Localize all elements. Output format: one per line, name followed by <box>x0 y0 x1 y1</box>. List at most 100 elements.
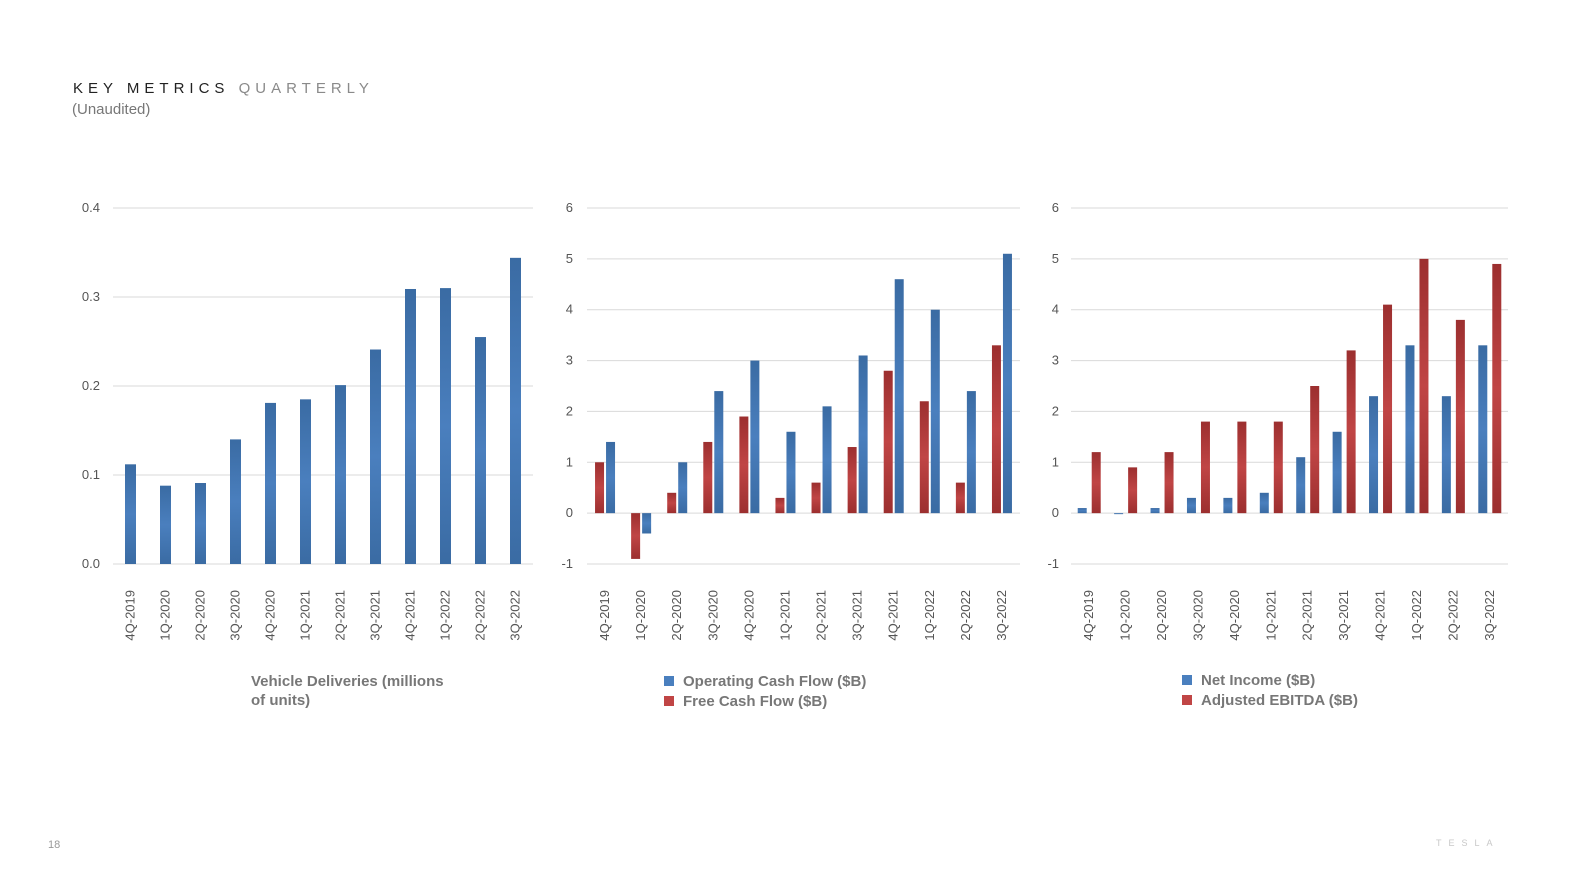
bar <box>595 462 605 514</box>
bar <box>265 402 276 564</box>
bar <box>1223 497 1233 514</box>
page-number: 18 <box>48 839 61 851</box>
bar <box>1419 258 1429 514</box>
bar <box>1405 345 1415 514</box>
bar <box>930 309 940 514</box>
x-tick-label: 2Q-2022 <box>473 590 488 641</box>
x-tick-label: 4Q-2019 <box>597 590 612 641</box>
x-tick-label: 4Q-2021 <box>403 590 418 641</box>
bar <box>667 492 677 514</box>
bar <box>1091 452 1101 514</box>
x-tick-label: 1Q-2020 <box>1118 590 1133 641</box>
bar <box>1114 513 1124 515</box>
x-tick-label: 4Q-2019 <box>123 590 138 641</box>
y-tick-label: 0.1 <box>82 467 100 482</box>
x-tick-label: 4Q-2021 <box>886 590 901 641</box>
legend-marker <box>1182 675 1192 685</box>
x-tick-label: 1Q-2021 <box>298 590 313 641</box>
x-tick-label: 1Q-2021 <box>777 590 792 641</box>
bar <box>1369 396 1379 514</box>
bar <box>775 497 785 514</box>
bar <box>1259 492 1269 514</box>
y-tick-label: 2 <box>1052 403 1059 418</box>
legend-label: Operating Cash Flow ($B) <box>683 673 866 690</box>
y-tick-label: 2 <box>566 403 573 418</box>
bar <box>1455 319 1465 514</box>
y-tick-label: -1 <box>1047 556 1059 571</box>
bar <box>991 345 1001 514</box>
x-tick-label: 2Q-2020 <box>193 590 208 641</box>
y-tick-label: 0.0 <box>82 556 100 571</box>
legend-label: Vehicle Deliveries (millions <box>251 673 444 690</box>
y-tick-label: 0 <box>566 505 573 520</box>
x-tick-label: 4Q-2020 <box>741 590 756 641</box>
x-tick-label: 2Q-2021 <box>814 590 829 641</box>
bar <box>1128 467 1138 514</box>
x-tick-label: 3Q-2020 <box>228 590 243 641</box>
bar <box>1237 421 1247 514</box>
legend-label: Net Income ($B) <box>1201 672 1315 689</box>
y-tick-label: 4 <box>566 302 573 317</box>
bar <box>894 279 904 514</box>
bar <box>230 439 241 564</box>
bar <box>1200 421 1210 514</box>
legend-marker <box>664 696 674 706</box>
bar <box>966 391 976 514</box>
y-tick-label: -1 <box>561 556 573 571</box>
x-tick-label: 1Q-2022 <box>1409 590 1424 641</box>
title-accent: QUARTERLY <box>238 80 374 97</box>
bar <box>440 288 451 564</box>
bar <box>847 447 857 514</box>
bar <box>160 485 171 564</box>
x-tick-label: 4Q-2020 <box>1227 590 1242 641</box>
bar <box>811 482 821 514</box>
y-tick-label: 0 <box>1052 505 1059 520</box>
bar <box>405 288 416 564</box>
x-tick-label: 1Q-2022 <box>438 590 453 641</box>
x-tick-label: 2Q-2020 <box>669 590 684 641</box>
bar <box>631 513 641 559</box>
bar <box>1332 431 1342 514</box>
bar <box>1441 396 1451 514</box>
tesla-logo: TESLA <box>1436 838 1500 848</box>
x-tick-label: 2Q-2022 <box>958 590 973 641</box>
y-tick-label: 0.2 <box>82 378 100 393</box>
bar <box>300 399 311 564</box>
bar <box>919 401 929 514</box>
x-tick-label: 3Q-2022 <box>508 590 523 641</box>
bar <box>1150 508 1160 514</box>
y-tick-label: 3 <box>566 353 573 368</box>
y-tick-label: 6 <box>566 200 573 215</box>
x-tick-label: 1Q-2022 <box>922 590 937 641</box>
x-tick-label: 3Q-2021 <box>1336 590 1351 641</box>
y-tick-label: 6 <box>1052 200 1059 215</box>
x-tick-label: 3Q-2020 <box>1190 590 1205 641</box>
bar <box>1296 457 1306 514</box>
x-tick-label: 4Q-2020 <box>263 590 278 641</box>
bar <box>822 406 832 514</box>
y-tick-label: 1 <box>566 454 573 469</box>
bar <box>475 337 486 564</box>
y-tick-label: 5 <box>1052 251 1059 266</box>
bar <box>1383 304 1393 514</box>
bar <box>883 370 893 514</box>
bar <box>642 513 652 534</box>
y-tick-label: 4 <box>1052 302 1059 317</box>
x-tick-label: 4Q-2021 <box>1373 590 1388 641</box>
x-tick-label: 2Q-2021 <box>1300 590 1315 641</box>
x-tick-label: 3Q-2020 <box>705 590 720 641</box>
bar <box>714 391 724 514</box>
bar <box>703 441 713 514</box>
y-tick-label: 0.4 <box>82 200 100 215</box>
y-tick-label: 3 <box>1052 353 1059 368</box>
y-tick-label: 5 <box>566 251 573 266</box>
bar <box>510 257 521 564</box>
legend-label: Adjusted EBITDA ($B) <box>1201 692 1358 709</box>
bar <box>955 482 965 514</box>
legend-marker <box>664 676 674 686</box>
y-tick-label: 1 <box>1052 454 1059 469</box>
bar <box>1186 497 1196 514</box>
x-tick-label: 3Q-2022 <box>1482 590 1497 641</box>
y-tick-label: 0.3 <box>82 289 100 304</box>
